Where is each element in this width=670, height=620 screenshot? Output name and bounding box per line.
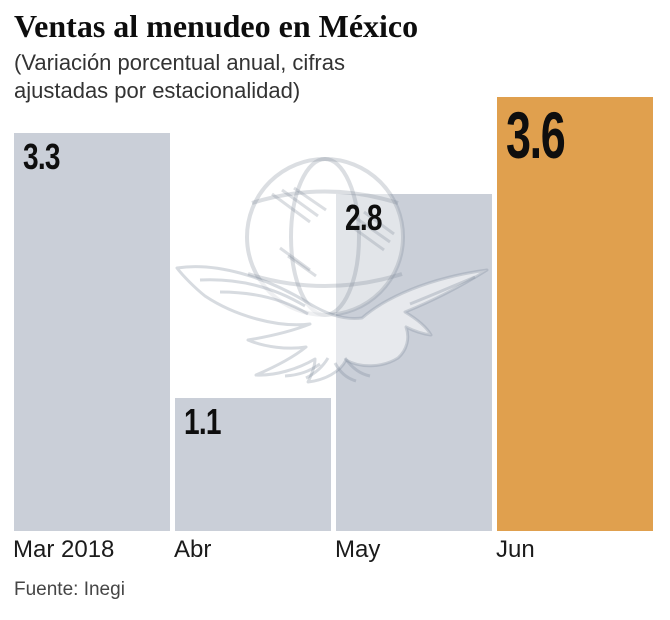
eagle-icon bbox=[175, 265, 489, 384]
x-axis-label: Mar 2018 bbox=[13, 536, 115, 563]
x-axis-label: May bbox=[335, 536, 381, 563]
chart-title: Ventas al menudeo en México bbox=[14, 8, 419, 44]
chart-subtitle-line-2: ajustadas por estacionalidad) bbox=[14, 78, 301, 103]
bar bbox=[497, 97, 653, 531]
eagle-globe-watermark-icon bbox=[175, 157, 489, 384]
bar-value-label: 3.3 bbox=[23, 136, 60, 177]
x-axis-label: Jun bbox=[496, 536, 535, 563]
bar-value-label: 1.1 bbox=[184, 401, 221, 442]
chart-subtitle: (Variación porcentual anual, cifras ajus… bbox=[14, 49, 345, 105]
bar bbox=[14, 133, 170, 531]
bar-value-label: 3.6 bbox=[506, 98, 566, 172]
globe-icon bbox=[245, 157, 405, 317]
bar-value-label: 2.8 bbox=[345, 197, 382, 238]
source-note: Fuente: Inegi bbox=[14, 579, 125, 600]
chart-subtitle-line-1: (Variación porcentual anual, cifras bbox=[14, 50, 345, 75]
x-axis-label: Abr bbox=[174, 536, 212, 563]
bar bbox=[175, 398, 331, 531]
